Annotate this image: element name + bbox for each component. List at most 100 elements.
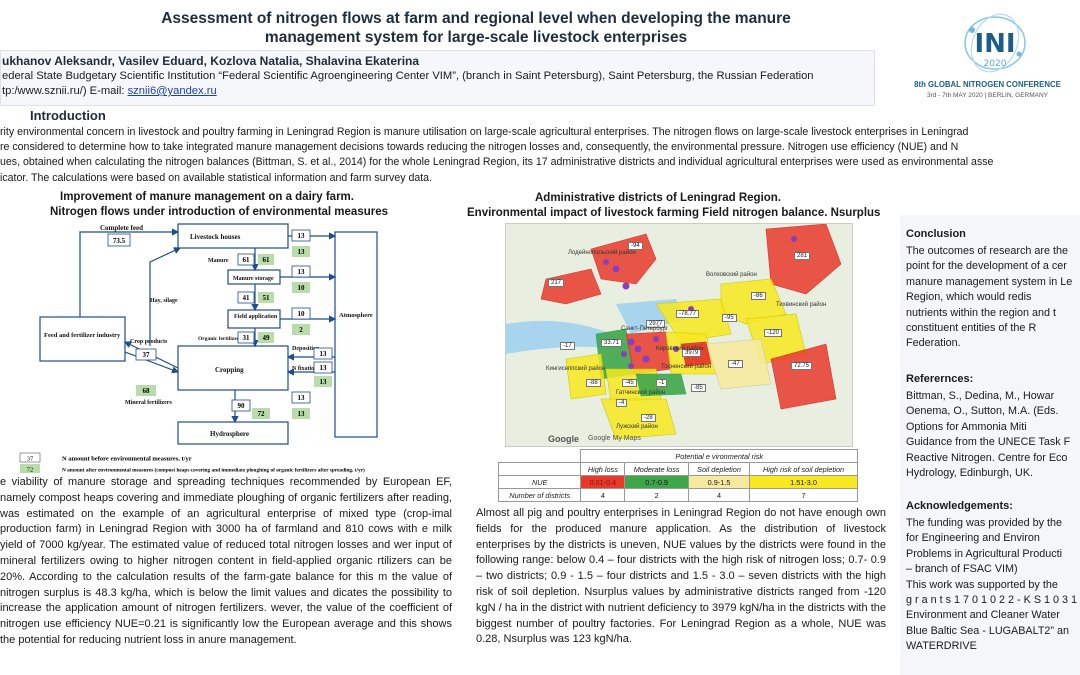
map-place-label: Гатчинский район: [616, 390, 666, 396]
map-place-label: Лужский район: [616, 424, 658, 430]
value-box: 10: [291, 307, 311, 320]
farm-results-text: e viability of manure storage and spread…: [0, 476, 452, 646]
map-value-label: -45: [622, 379, 637, 387]
cropping-label: Cropping: [215, 366, 244, 374]
farm-section-heading: Improvement of manure management on a da…: [60, 191, 354, 203]
map-place-label: Тосненский район: [661, 364, 712, 370]
map-value-label: -4: [616, 399, 628, 407]
value-box-after: 13: [292, 246, 310, 257]
map-value-label: -17: [560, 342, 575, 350]
intro-line: icator. The calculations were based on a…: [0, 172, 433, 184]
intro-line: re considered to determine how to take i…: [0, 141, 959, 153]
map-value-label: -120: [764, 329, 783, 337]
legend-before-label: N amount before environmental measures, …: [62, 456, 192, 463]
map-value-label: -88: [586, 379, 601, 387]
nue-range-cell: 0.9-1.5: [687, 475, 751, 489]
value-box-after: 49: [258, 332, 274, 343]
complete-feed-label: Complete feed: [100, 224, 143, 232]
atmosphere-box: [334, 231, 378, 438]
feed-industry-label: Feed and fertilizer industry: [44, 332, 121, 339]
svg-text:2: 2: [299, 326, 303, 334]
acknowledgements-heading: Acknowledgements:: [906, 500, 1013, 512]
value-box: 41: [237, 291, 255, 304]
value-box-after: 51: [258, 292, 274, 303]
field-application-label: Field application: [234, 314, 278, 320]
table-row: Potential e vironmental risk: [499, 449, 858, 463]
map-value-label: 2977: [646, 320, 666, 328]
district-count-cell: 4: [687, 488, 751, 502]
conclusion-heading: Conclusion: [906, 228, 966, 240]
acknowledgements-text: The funding was provided by the for Engin…: [906, 517, 1078, 653]
farm-section-subheading: Nitrogen flows under introduction of env…: [50, 206, 389, 218]
value-box: 73.5: [107, 233, 131, 247]
svg-text:51: 51: [263, 294, 271, 302]
value-box: 90: [231, 399, 251, 412]
svg-text:37: 37: [143, 351, 151, 359]
map-value-label: -47: [728, 360, 743, 368]
manure-label: Manure: [208, 258, 229, 264]
feed-industry-box: [39, 316, 126, 362]
table-header: Soil depletion: [687, 462, 751, 476]
value-box: 31: [237, 331, 255, 344]
crop-products-label: Crop products: [130, 339, 168, 345]
environmental-risk-table: Potential e vironmental risk High loss M…: [497, 449, 858, 502]
leningrad-region-map[interactable]: -94 217 281 -86 -78.77 -95 33.71 2977 -1…: [505, 223, 853, 447]
diagram-legend: 37 N amount before environmental measure…: [19, 452, 365, 474]
contact-line: tp:/www.sznii.ru/) E-mail: sznii6@yandex…: [2, 85, 217, 97]
map-value-label: 3979: [682, 349, 702, 357]
svg-text:41: 41: [243, 294, 251, 302]
map-place-label: Волховский район: [706, 272, 757, 278]
value-box: 61: [237, 253, 255, 266]
svg-text:72: 72: [258, 410, 266, 418]
value-box: 13: [313, 361, 333, 374]
conference-name: 8th GLOBAL NITROGEN CONFERENCE: [914, 80, 1061, 89]
svg-text:13: 13: [298, 268, 306, 276]
livestock-houses-label: Livestock houses: [190, 233, 241, 241]
table-row: High loss Moderate loss Soil depletion H…: [497, 462, 858, 476]
references-heading: Referernces:: [906, 373, 974, 385]
svg-text:90: 90: [238, 402, 246, 410]
svg-text:10: 10: [298, 310, 306, 318]
conference-logo: INI 2020: [964, 13, 1026, 73]
poster-title-line-2: management system for large-scale livest…: [264, 29, 688, 46]
svg-text:61: 61: [263, 256, 271, 264]
map-value-label: -78.77: [676, 310, 700, 318]
value-box: 13: [291, 391, 311, 404]
intro-line: rity environmental concern in livestock …: [0, 126, 969, 138]
n-fixation-label: N fixation: [292, 366, 318, 372]
value-box-after: 13: [314, 376, 332, 387]
district-count-cell: 2: [624, 488, 689, 502]
svg-text:49: 49: [263, 334, 271, 342]
map-value-label: 33.71: [601, 339, 623, 347]
value-box: 37: [135, 348, 157, 361]
intro-heading: Introduction: [30, 108, 106, 123]
district-count-cell: 4: [580, 488, 626, 502]
map-place-label: Санкт-Петербург: [621, 326, 669, 332]
districts-heading: Administrative districts of Leningrad Re…: [535, 192, 782, 204]
svg-text:13: 13: [320, 350, 328, 358]
legend-after-label: N amount after environmental measures (c…: [62, 467, 365, 474]
value-box-after: 72: [252, 408, 270, 419]
value-box-after: 10: [292, 282, 310, 293]
map-value-label: -85: [691, 384, 706, 392]
svg-text:13: 13: [320, 378, 328, 386]
map-value-label: -95: [722, 314, 737, 322]
map-value-label: -28: [641, 414, 656, 422]
district-count-cell: 7: [749, 488, 858, 502]
districts-subheading: Environmental impact of livestock farmin…: [467, 207, 881, 219]
email-link[interactable]: sznii6@yandex.ru: [127, 85, 217, 97]
table-header: Moderate loss: [624, 462, 689, 476]
hydrosphere-label: Hydrosphere: [210, 430, 249, 438]
hay-silage-label: Hay, silage: [150, 298, 178, 304]
website: tp:/www.sznii.ru/) E-mail:: [2, 85, 128, 97]
nitrogen-flow-diagram: Complete feed Livestock houses Manure Ma…: [39, 223, 378, 445]
intro-line: ues, obtained when calculating the nitro…: [0, 156, 994, 168]
map-value-label: -94: [628, 242, 643, 250]
authors-panel: [0, 50, 875, 106]
map-place-label: Лодейнопольский район: [568, 250, 636, 256]
table-caption: Potential e vironmental risk: [580, 449, 858, 463]
table-row: NUE 0.01-0.4 0.7-0.9 0.9-1.5 1.51-3.0: [497, 475, 858, 489]
conclusion-text: The outcomes of research are the point fo…: [906, 245, 1073, 350]
svg-text:13: 13: [320, 364, 328, 372]
legend-before-value: 37: [27, 456, 34, 463]
